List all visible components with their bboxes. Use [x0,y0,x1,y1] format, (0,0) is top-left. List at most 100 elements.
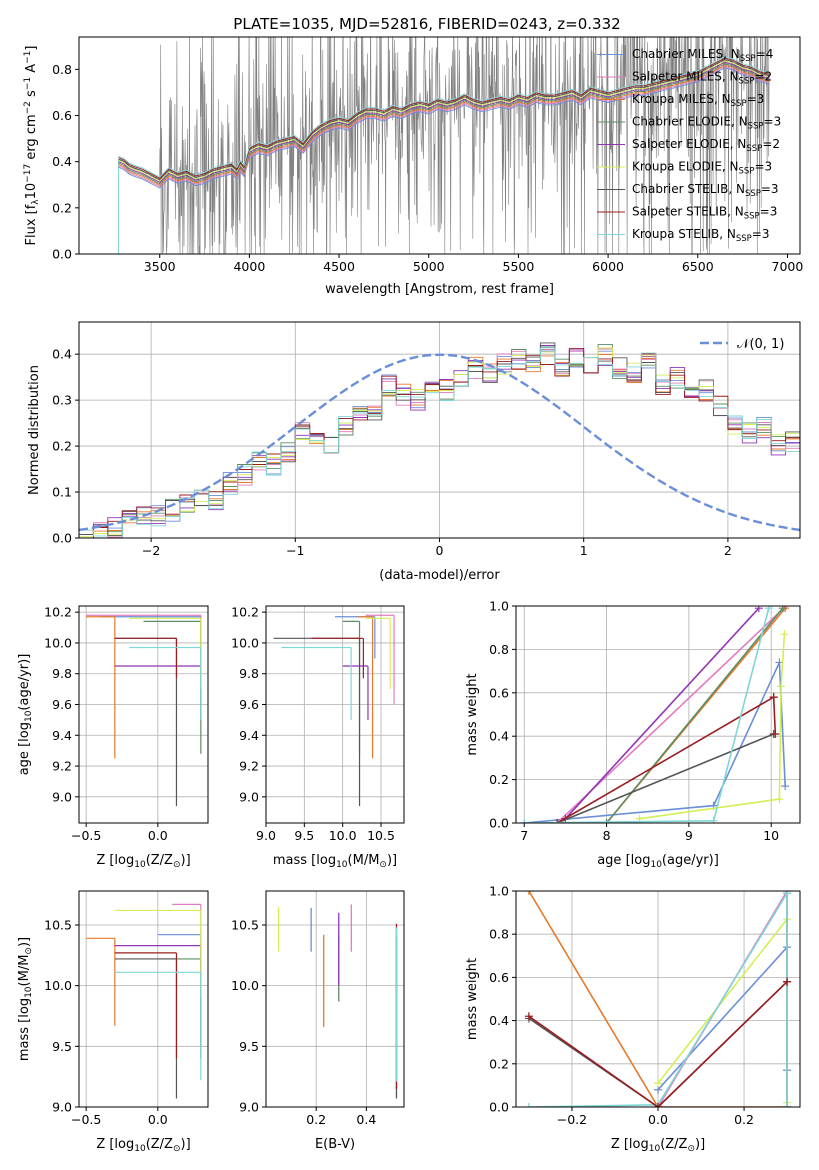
y-axis-label: Normed distribution [27,365,42,495]
legend-count: =3 [747,92,765,106]
axis-label-part: 10 [24,183,39,200]
axes-frame [515,605,801,824]
legend-sub: SSP [731,99,747,109]
model-line-chabrier_stelib [118,59,770,181]
legend-name: Chabrier MILES, N [632,47,740,61]
x-tick-label: 0.2 [306,1112,326,1127]
y-tick-label: 0.2 [489,1056,509,1071]
histogram-salpeter_stelib [79,347,800,538]
legend-label: Chabrier MILES, NSSP=4 [632,47,773,64]
x-tick-label: 1 [580,543,588,558]
y-tick-label: 10.0 [231,978,259,993]
scatter-plot [86,614,202,807]
sun-symbol: ⊙ [173,1144,181,1154]
histogram-salpeter_miles [79,348,800,538]
axis-label-part: (data-model)/error [379,568,500,583]
series-marker-salpeter_stelib [524,1012,533,1021]
legend-label: Salpeter STELIB, NSSP=3 [632,205,777,222]
axis-label-part: 10 [649,1144,661,1154]
series-marker-kroupa_stelib [783,1103,792,1107]
axis-label-part: (age/yr)] [17,654,32,711]
histogram-plot [79,342,800,538]
x-tick-label: 8 [603,828,611,843]
x-tick-label: 0 [436,543,444,558]
legend-count: =4 [756,47,774,61]
axes-frame [265,890,405,1108]
legend-name: Kroupa MILES, N [632,92,731,106]
legend-label: Kroupa ELODIE, NSSP=3 [632,160,772,177]
axis-label-part: mass [log [273,853,336,868]
axis-label-part: Normed distribution [27,365,42,495]
x-tick-label: 0.4 [356,1112,376,1127]
legend-name: Salpeter ELODIE, N [632,137,746,151]
axes-frame [78,321,801,539]
axis-label-part: −1 [23,51,33,64]
model-line-kroupa_miles [118,64,770,186]
y-axis-label: mass weight [465,958,480,1040]
y-axis-label: Flux [fλ10−17 erg cm−2 s−1 A−1] [23,46,41,246]
axis-label-part: )] [181,853,191,868]
y-tick-label: 9.6 [52,697,72,712]
y-tick-label: 0.4 [52,154,72,169]
axis-label-part: erg cm [24,114,39,163]
y-tick-label: 9.8 [52,666,72,681]
sun-symbol: ⊙ [173,860,181,870]
axes-frame [78,36,801,255]
axis-label-part: Z [log [96,853,134,868]
y-tick-label: 0.8 [489,927,509,942]
y-tick-label: 0.4 [489,1013,509,1028]
x-tick-label: 10 [763,828,779,843]
legend-sub: SSP [744,212,760,222]
legend-sub: SSP [748,122,764,132]
y-tick-label: 0.4 [489,729,509,744]
legend-label: 𝒩(0, 1) [737,337,784,352]
y-tick-label: 10.0 [44,635,72,650]
series-marker-salpeter_elodie [754,606,763,613]
axis-label-part: 10 [134,1144,146,1154]
series-line-salpeter_elodie [564,607,760,820]
axis-label-part: age [log [17,722,32,775]
axis-label-part: (Z/Z [146,853,173,868]
axis-label-part: E(B-V) [315,1137,355,1152]
scatter-plot [273,614,395,807]
series-marker-chabrier_elodie [778,606,787,613]
line-plot [524,891,792,1107]
legend-count: =3 [752,227,770,241]
legend-count: =3 [761,182,779,196]
x-axis-label: E(B-V) [315,1137,355,1152]
histogram-chabrier_miles [79,350,800,538]
x-axis-label: (data-model)/error [379,568,500,583]
legend-label: Chabrier STELIB, NSSP=3 [632,182,779,199]
series-marker-salpeter_stelib [769,693,778,702]
series-marker-chabrier_miles [781,782,790,791]
axes-frame [78,890,209,1108]
legend-name: Kroupa STELIB, N [632,227,736,241]
x-tick-label: 10.5 [367,828,395,843]
x-tick-label: 9 [685,828,693,843]
y-axis-label: mass weight [465,673,480,755]
legend-sub: SSP [746,144,762,154]
x-tick-label: 7 [520,828,528,843]
legend-count: =2 [754,70,772,84]
y-tick-label: 9.5 [52,1039,72,1054]
legend-name: Salpeter STELIB, N [632,205,744,219]
model-line-salpeter_miles [118,66,770,188]
x-tick-label: 5000 [413,259,445,274]
scatter-plot [86,903,202,1099]
series-line-chabrier_miles [657,945,788,1091]
legend-count: =2 [762,137,780,151]
x-axis-label: Z [log10(Z/Z⊙)] [96,853,190,870]
sun-symbol: ⊙ [24,947,34,955]
y-tick-label: 9.4 [52,728,72,743]
histogram-kroupa_stelib [79,347,800,538]
x-tick-label: 5500 [503,259,535,274]
line-plot [520,606,791,823]
y-tick-label: 10.2 [44,605,72,620]
y-tick-label: 1.0 [489,884,509,899]
data-spectrum-line [118,37,770,254]
normal-curve [79,353,800,532]
model-line-salpeter_elodie [118,61,770,183]
y-tick-label: 0.4 [52,347,72,362]
